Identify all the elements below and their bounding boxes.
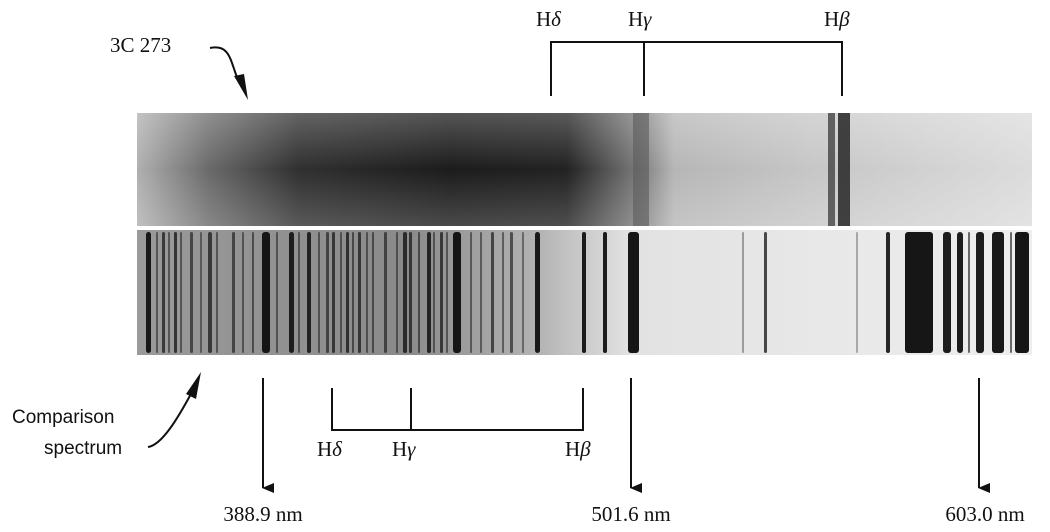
quasar-h-beta-feature-2 bbox=[838, 113, 850, 226]
comparison-line-20 bbox=[332, 232, 335, 353]
quasar-h-gamma-feature bbox=[633, 113, 649, 226]
comparison-line-48 bbox=[764, 232, 767, 353]
comparison-line-8 bbox=[208, 232, 212, 353]
comparison-line-43 bbox=[535, 232, 540, 353]
comparison-line-25 bbox=[366, 232, 368, 353]
comparison-line-19 bbox=[326, 232, 329, 353]
comparison-line-52 bbox=[943, 232, 951, 353]
comparison-line-37 bbox=[470, 232, 472, 353]
comparison-line-53 bbox=[957, 232, 963, 353]
wavelength-label-1: 388.9 nm bbox=[223, 502, 302, 526]
comparison-line-14 bbox=[276, 232, 278, 353]
comparison-emission-lines bbox=[146, 232, 1029, 353]
comparison-line-29 bbox=[403, 232, 407, 353]
comparison-line-34 bbox=[440, 232, 443, 353]
comparison-line-42 bbox=[522, 232, 524, 353]
comparison-line-6 bbox=[190, 232, 193, 353]
comparison-line-13 bbox=[262, 232, 270, 353]
comparison-line-45 bbox=[603, 232, 607, 353]
comparison-line-50 bbox=[886, 232, 890, 353]
comparison-line-47 bbox=[742, 232, 744, 353]
comparison-arrow-head bbox=[186, 372, 201, 399]
comparison-spectrum-strip bbox=[137, 230, 1032, 355]
comparison-line-36 bbox=[453, 232, 461, 353]
comparison-line-10 bbox=[232, 232, 235, 353]
comparison-line-17 bbox=[307, 232, 311, 353]
comparison-line-57 bbox=[1010, 232, 1012, 353]
bottom-h-gamma-label: Hγ bbox=[392, 437, 416, 461]
quasar-spectrum-strip bbox=[137, 113, 1032, 226]
comparison-line-11 bbox=[242, 232, 244, 353]
quasar-h-beta-feature bbox=[828, 113, 835, 226]
comparison-line-5 bbox=[180, 232, 182, 353]
source-arrow-head bbox=[234, 74, 248, 100]
comparison-line-23 bbox=[352, 232, 354, 353]
comparison-line-35 bbox=[446, 232, 448, 353]
comparison-line-31 bbox=[418, 232, 420, 353]
comparison-line-56 bbox=[992, 232, 1004, 353]
comparison-line-38 bbox=[480, 232, 482, 353]
comparison-line-32 bbox=[427, 232, 431, 353]
comparison-line-24 bbox=[358, 232, 361, 353]
comparison-line-41 bbox=[510, 232, 513, 353]
bottom-hydrogen-bracket bbox=[331, 388, 584, 431]
comparison-line-51 bbox=[905, 232, 933, 353]
top-h-delta-label: Hδ bbox=[536, 7, 562, 31]
comparison-line-49 bbox=[856, 232, 858, 353]
comparison-line-40 bbox=[502, 232, 504, 353]
comparison-label-line1: Comparison bbox=[12, 407, 114, 428]
comparison-line-27 bbox=[384, 232, 387, 353]
comparison-line-16 bbox=[298, 232, 300, 353]
wavelength-label-2: 501.6 nm bbox=[591, 502, 670, 526]
comparison-line-21 bbox=[340, 232, 342, 353]
top-hydrogen-bracket bbox=[550, 41, 843, 96]
comparison-line-9 bbox=[216, 232, 218, 353]
comparison-line-26 bbox=[372, 232, 374, 353]
comparison-line-55 bbox=[976, 232, 984, 353]
source-pointer-arrow bbox=[209, 46, 239, 81]
wavelength-label-3: 603.0 nm bbox=[945, 502, 1024, 526]
comparison-line-12 bbox=[252, 232, 254, 353]
comparison-line-18 bbox=[318, 232, 320, 353]
comparison-line-1 bbox=[156, 232, 158, 353]
comparison-label-line2: spectrum bbox=[44, 438, 122, 459]
comparison-line-33 bbox=[433, 232, 435, 353]
comparison-pointer-arrow bbox=[147, 391, 193, 448]
comparison-line-3 bbox=[168, 232, 170, 353]
comparison-line-28 bbox=[396, 232, 398, 353]
comparison-line-7 bbox=[200, 232, 202, 353]
comparison-line-22 bbox=[346, 232, 349, 353]
comparison-line-39 bbox=[491, 232, 494, 353]
comparison-line-2 bbox=[162, 232, 165, 353]
comparison-line-0 bbox=[146, 232, 151, 353]
comparison-line-54 bbox=[968, 232, 970, 353]
comparison-line-15 bbox=[289, 232, 294, 353]
source-label: 3C 273 bbox=[110, 33, 171, 57]
comparison-line-30 bbox=[409, 232, 412, 353]
comparison-line-4 bbox=[174, 232, 177, 353]
comparison-line-58 bbox=[1015, 232, 1029, 353]
bottom-h-beta-label: Hβ bbox=[565, 437, 591, 461]
top-h-gamma-label: Hγ bbox=[628, 7, 652, 31]
bottom-h-delta-label: Hδ bbox=[317, 437, 343, 461]
comparison-line-44 bbox=[582, 232, 586, 353]
top-h-beta-label: Hβ bbox=[824, 7, 850, 31]
comparison-line-46 bbox=[628, 232, 639, 353]
